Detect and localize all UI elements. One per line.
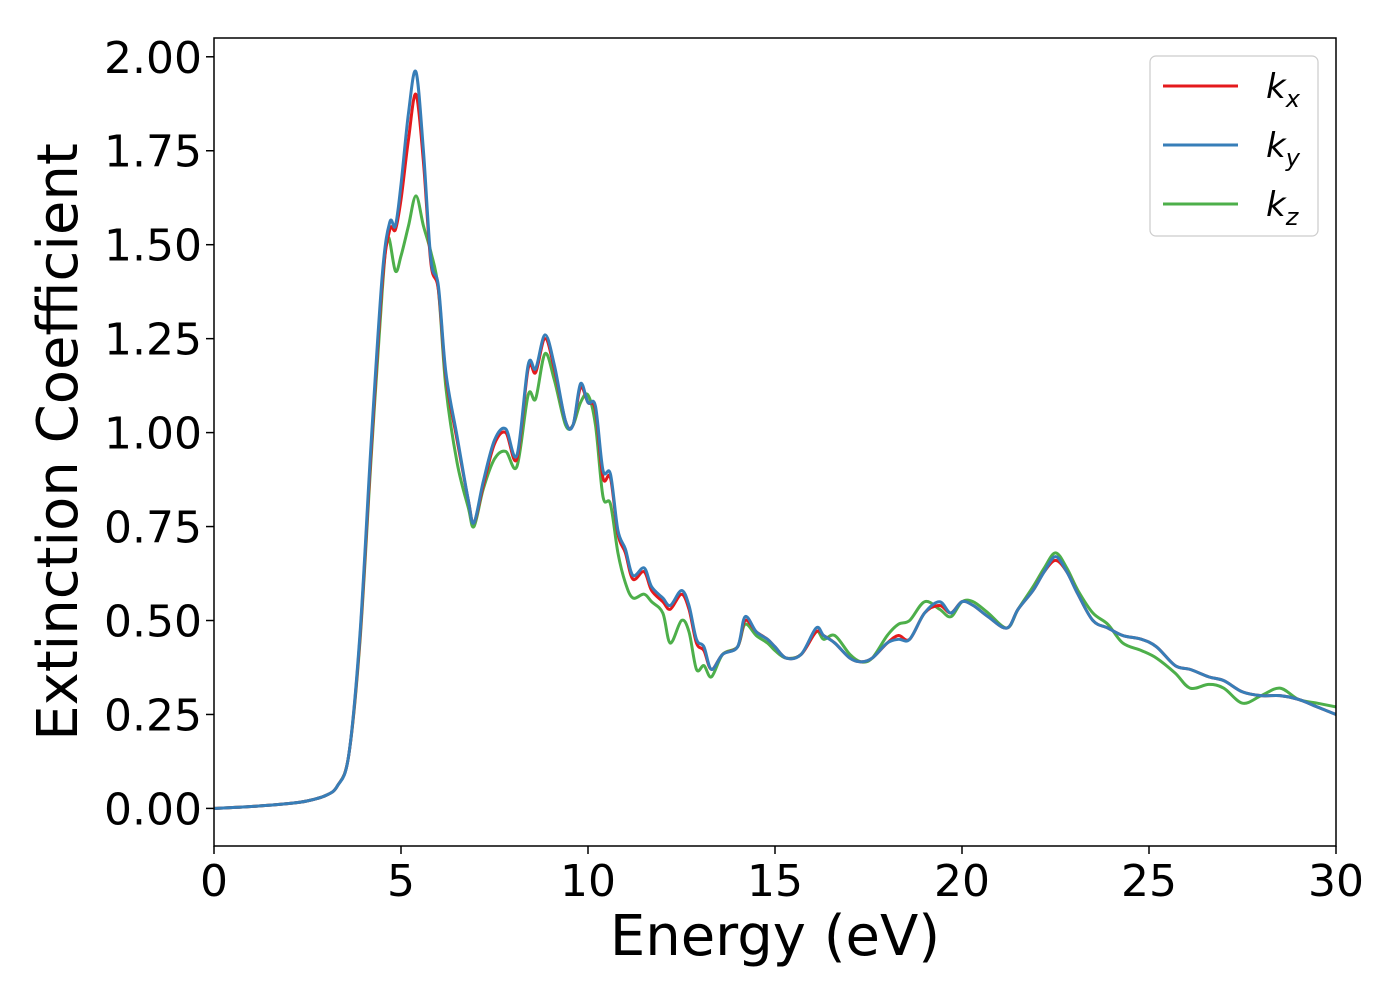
x-tick-label: 0 [200,856,228,907]
x-axis-title: Energy (eV) [610,904,940,969]
y-tick-label: 0.75 [104,503,202,554]
y-tick-label: 1.00 [104,409,202,460]
y-axis: 0.00 0.25 0.50 0.75 1.00 1.25 1.50 1.75 2.00 [104,33,214,835]
legend-label-k-z: kz [1266,185,1300,231]
x-tick-label: 30 [1308,856,1364,907]
y-tick-label: 1.50 [104,221,202,272]
y-tick-label: 0.50 [104,597,202,648]
series-layer [214,69,1336,810]
legend: kx ky kz [1149,55,1319,237]
legend-label-k-x: kx [1266,67,1301,113]
y-tick-label: 1.25 [104,315,202,366]
legend-label-k-y: ky [1266,126,1301,172]
series-line-k-y [214,69,1336,810]
x-tick-label: 15 [747,856,803,907]
x-tick-label: 25 [1121,856,1177,907]
y-tick-label: 1.75 [104,127,202,178]
y-tick-label: 0.00 [104,784,202,835]
y-tick-label: 2.00 [104,33,202,84]
x-tick-label: 20 [934,856,990,907]
x-tick-label: 10 [560,856,616,907]
x-axis: 0 5 10 15 20 25 30 [200,846,1364,907]
x-tick-label: 5 [387,856,415,907]
y-tick-label: 0.25 [104,690,202,741]
y-axis-title: Extinction Coefficient [26,143,91,741]
series-line-k-z [214,194,1336,810]
